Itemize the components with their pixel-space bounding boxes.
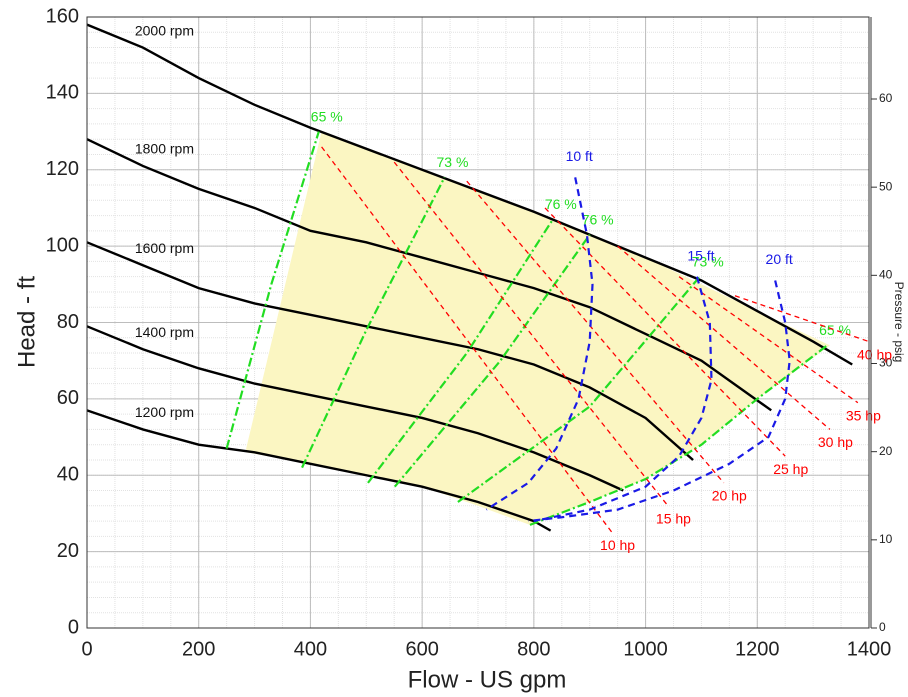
y-tick-label: 0 — [68, 616, 79, 638]
y2-tick-label: 40 — [879, 268, 893, 282]
y2-tick-label: 0 — [879, 620, 886, 634]
speed-curve — [86, 138, 772, 412]
y-tick-label: 80 — [57, 311, 79, 333]
y2-tick-label: 50 — [879, 179, 893, 193]
power-curve — [544, 207, 786, 457]
efficiency-label: 76 % — [582, 211, 614, 227]
power-curve — [678, 276, 859, 404]
power-label: 10 hp — [600, 537, 635, 553]
y-tick-label: 20 — [57, 540, 79, 562]
speed-curve — [86, 241, 694, 461]
efficiency-curve — [367, 218, 554, 484]
speed-curve — [86, 409, 552, 532]
power-label: 35 hp — [846, 407, 881, 423]
power-curve — [393, 161, 669, 507]
efficiency-label: 73 % — [692, 253, 724, 269]
y-tick-label: 120 — [46, 158, 79, 180]
y-tick-label: 100 — [46, 234, 79, 256]
power-label: 15 hp — [656, 511, 691, 527]
efficiency-label: 73 % — [436, 154, 468, 170]
efficiency-label: 76 % — [545, 196, 577, 212]
y2-tick-label: 30 — [879, 356, 893, 370]
y-tick-label: 160 — [46, 5, 79, 27]
npsh-curve — [528, 280, 791, 523]
efficiency-curve — [457, 275, 701, 503]
x-tick-label: 1200 — [735, 638, 780, 660]
y-tick-label: 40 — [57, 464, 79, 486]
power-label: 40 hp — [857, 346, 892, 362]
x-tick-label: 200 — [182, 638, 215, 660]
operating-region — [246, 131, 830, 525]
x-tick-label: 0 — [81, 638, 92, 660]
x-axis-title: Flow - US gpm — [408, 666, 567, 693]
npsh-label: 20 ft — [766, 251, 793, 267]
speed-curve — [86, 23, 853, 366]
y2-tick-label: 10 — [879, 532, 893, 546]
speed-curve — [86, 325, 624, 492]
efficiency-curve — [225, 131, 320, 449]
y2-tick-label: 20 — [879, 444, 893, 458]
x-tick-label: 1000 — [623, 638, 668, 660]
power-curve — [617, 245, 831, 430]
speed-label: 2000 rpm — [135, 22, 194, 38]
speed-label: 1600 rpm — [135, 240, 194, 256]
npsh-label: 15 ft — [687, 247, 714, 263]
power-label: 25 hp — [773, 461, 808, 477]
y2-tick-label: 60 — [879, 91, 893, 105]
x-tick-label: 400 — [294, 638, 327, 660]
speed-label: 1800 rpm — [135, 141, 194, 157]
x-tick-label: 600 — [405, 638, 438, 660]
power-curve — [466, 180, 725, 484]
npsh-curve — [485, 177, 594, 511]
efficiency-curve — [393, 234, 591, 488]
x-tick-label: 800 — [517, 638, 550, 660]
power-label: 20 hp — [712, 488, 747, 504]
y-axis-title: Head - ft — [13, 276, 40, 368]
efficiency-label: 65 % — [819, 322, 851, 338]
plot-frame — [86, 16, 870, 629]
efficiency-label: 65 % — [311, 108, 343, 124]
x-tick-label: 1400 — [847, 638, 892, 660]
speed-label: 1200 rpm — [135, 404, 194, 420]
y2-axis-title: Pressure - psig — [892, 282, 906, 363]
npsh-label: 10 ft — [566, 148, 593, 164]
y-tick-label: 140 — [46, 82, 79, 104]
power-curve — [734, 295, 870, 343]
power-label: 30 hp — [818, 434, 853, 450]
y-tick-label: 60 — [57, 387, 79, 409]
speed-label: 1400 rpm — [135, 324, 194, 340]
